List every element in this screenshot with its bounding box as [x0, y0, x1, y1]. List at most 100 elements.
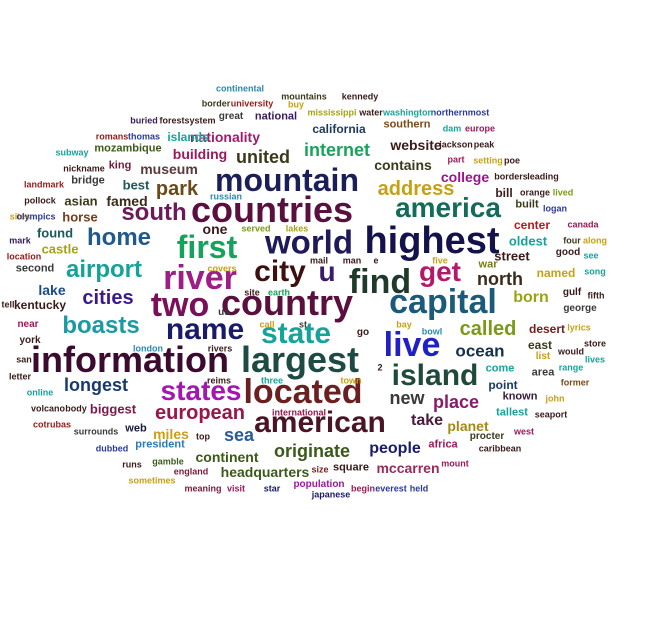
word: countries [190, 189, 354, 230]
word: procter [469, 431, 505, 442]
word: new [389, 388, 425, 408]
word: internet [303, 140, 371, 160]
word: mississippi [307, 107, 357, 118]
word: poe [503, 155, 521, 166]
word: four [563, 235, 581, 246]
word: london [133, 343, 163, 354]
word: town [340, 375, 362, 386]
word: runs [122, 459, 142, 470]
word: everest [375, 483, 407, 494]
word: war [478, 258, 498, 271]
word: continental [215, 83, 265, 94]
word: system [184, 115, 216, 126]
word: border [201, 98, 231, 109]
word: forest [159, 115, 185, 126]
word: island [391, 359, 479, 392]
word: mail [309, 255, 329, 266]
word: begin [351, 483, 375, 494]
word: caribbean [478, 443, 522, 454]
word: reims [206, 375, 232, 386]
word: located [243, 373, 363, 411]
word: mountain [215, 162, 359, 198]
word: kentucky [13, 298, 67, 312]
word: desert [528, 322, 566, 336]
word: lyrics [567, 322, 591, 333]
word: mozambique [94, 142, 162, 155]
word: horse [62, 209, 98, 225]
word: planet [447, 418, 489, 434]
word: setting [473, 155, 503, 166]
word: take [410, 412, 444, 429]
word: contains [374, 157, 432, 173]
word: southern [383, 118, 431, 131]
word: bridge [71, 174, 105, 187]
word: buy [287, 99, 305, 110]
word: american [254, 406, 386, 439]
word: people [369, 440, 421, 457]
word: international [271, 407, 327, 418]
word: song [584, 266, 606, 277]
word: earth [267, 287, 291, 298]
word: miles [153, 426, 189, 442]
word: highest [364, 220, 500, 262]
word: cotrubas [32, 419, 72, 430]
word: university [230, 98, 274, 109]
word: continent [195, 449, 259, 465]
word: sea [223, 425, 255, 445]
word: europe [464, 123, 496, 134]
word: river [163, 259, 237, 297]
word: found [36, 225, 74, 241]
word: america [395, 192, 501, 223]
word: city [254, 255, 306, 288]
word: great [218, 111, 244, 122]
word: orange [519, 187, 551, 198]
word: national [254, 110, 298, 123]
word: home [86, 224, 152, 251]
word: first [176, 229, 238, 265]
word: capital [389, 283, 497, 321]
word: russian [209, 191, 243, 202]
word: famed [106, 193, 148, 209]
word: star [263, 483, 281, 494]
word: meaning [184, 483, 222, 494]
word: seaport [534, 409, 568, 420]
word: two [150, 286, 210, 324]
word: museum [140, 161, 198, 177]
word: visit [226, 483, 246, 494]
word: islands [167, 130, 209, 144]
word: bay [396, 319, 412, 330]
word: location [6, 251, 42, 262]
word: store [583, 338, 607, 349]
word: peak [473, 139, 495, 150]
word: dam [442, 123, 462, 134]
word: water [359, 107, 383, 118]
word: served [241, 223, 271, 234]
word: lakes [285, 223, 309, 234]
word: five [432, 255, 448, 266]
word: held [409, 483, 429, 494]
word: european [154, 402, 246, 424]
word: jackson [439, 139, 473, 150]
word: online [26, 387, 54, 398]
word: washington [383, 107, 433, 118]
word: good [555, 247, 581, 258]
word: headquarters [220, 464, 310, 480]
word: japanese [311, 489, 351, 500]
word: olympics [16, 211, 56, 222]
word: cities [82, 287, 134, 309]
word: former [560, 377, 590, 388]
word: john [545, 393, 565, 404]
word: st [298, 319, 308, 330]
word: born [513, 289, 549, 306]
word: lives [584, 354, 606, 365]
word: call [259, 319, 275, 330]
word: romans [95, 131, 129, 142]
word: body [65, 403, 87, 414]
word: state [260, 317, 332, 350]
word: king [108, 159, 132, 172]
word: website [390, 137, 442, 153]
word: president [135, 438, 185, 451]
word: known [502, 390, 538, 403]
word: thomas [127, 131, 161, 142]
word: range [558, 362, 584, 373]
